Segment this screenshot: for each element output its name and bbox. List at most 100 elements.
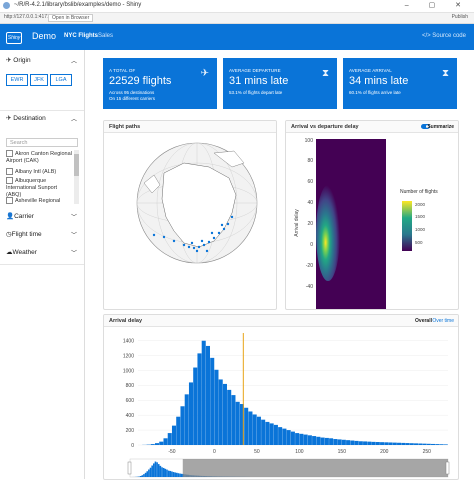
segment-overall[interactable]: Overall — [415, 318, 432, 324]
code-icon: </> — [422, 33, 432, 39]
plane-icon: ✈ — [201, 68, 209, 79]
y-tick-label: 1200 — [123, 353, 134, 359]
y-tick-label: 600 — [126, 398, 135, 404]
range-selector-bar — [148, 469, 150, 477]
x-tick-label: 150 — [338, 449, 347, 455]
histogram-bar — [236, 402, 240, 445]
publish-button[interactable]: Publish — [452, 14, 468, 20]
navbar: Shiny Demo NYC Flights Sales </> Source … — [0, 24, 474, 50]
range-selector-bar — [171, 471, 173, 477]
page-title: Demo — [32, 31, 56, 41]
histogram-bar — [227, 390, 231, 445]
range-selector-bar — [163, 468, 165, 477]
accordion-carrier[interactable]: 👤Carrier ﹀ — [0, 210, 84, 229]
chevron-up-icon[interactable]: ︿ — [71, 56, 77, 65]
accordion-weather-header[interactable]: ☁Weather — [6, 248, 37, 256]
histogram-bar — [427, 444, 431, 445]
y-tick-label: 40 — [307, 200, 313, 206]
tab-nyc-flights[interactable]: NYC Flights — [64, 33, 98, 39]
range-selector-bar — [160, 466, 162, 477]
source-code-link[interactable]: </> Source code — [422, 33, 466, 39]
y-tick-label: -40 — [306, 284, 313, 290]
legend-title: Number of flights — [400, 189, 438, 195]
origin-chip-jfk[interactable]: JFK — [30, 74, 48, 86]
histogram-bar — [355, 441, 359, 445]
destination-label: Destination — [13, 115, 46, 122]
range-handle-right[interactable] — [446, 462, 449, 474]
y-axis-label: Arrival delay — [294, 209, 300, 237]
range-selector-shade[interactable] — [183, 459, 448, 477]
range-selector[interactable] — [128, 459, 449, 477]
window-controls[interactable]: – ▢ ✕ — [405, 1, 470, 9]
accordion-flight-time-header[interactable]: ◷Flight time — [6, 230, 42, 238]
card-header: Arrival vs departure delay Summarize — [286, 121, 458, 133]
histogram-bar — [299, 434, 303, 445]
flight-time-label: Flight time — [12, 231, 42, 238]
checkbox[interactable] — [6, 150, 13, 157]
open-in-browser-button[interactable]: Open in Browser — [48, 14, 93, 22]
y-tick-label: 100 — [305, 138, 314, 144]
destination-search-input[interactable]: Search — [6, 138, 78, 147]
histogram-bar — [338, 439, 342, 445]
scroll-thumb[interactable] — [74, 154, 79, 176]
density-plot[interactable]: 100 80 60 40 20 0 -20 -40 Arrival delay … — [286, 133, 458, 310]
destination-option[interactable]: Albany Intl (ALB) — [6, 168, 72, 176]
checkbox[interactable] — [6, 177, 13, 184]
card-title: Arrival delay — [109, 318, 142, 324]
histogram-bar — [210, 358, 214, 445]
destination-scrollbar[interactable] — [74, 150, 79, 204]
card-delay-density: Arrival vs departure delay Summarize 100… — [285, 120, 459, 310]
accordion-carrier-header[interactable]: 👤Carrier — [6, 212, 34, 220]
tab-sales[interactable]: Sales — [98, 33, 113, 39]
value-box-subtitle: 53.1% of flights depart late — [229, 90, 282, 95]
accordion-flight-time[interactable]: ◷Flight time ﹀ — [0, 228, 84, 247]
chevron-up-icon[interactable]: ︿ — [71, 114, 77, 123]
destination-option[interactable]: Albuquerque International Sunport (ABQ) — [6, 177, 72, 199]
range-selector-bar — [165, 469, 167, 477]
range-selector-bar — [181, 474, 183, 477]
range-selector-bar — [146, 471, 148, 477]
weather-label: Weather — [13, 249, 37, 256]
accordion-origin-header[interactable]: ✈ Origin — [6, 56, 31, 64]
origin-chip-ewr[interactable]: EWR — [6, 74, 28, 86]
range-selector-bar — [176, 473, 178, 477]
range-selector-bar — [166, 470, 168, 477]
histogram-bar — [214, 370, 218, 445]
histogram-bar — [410, 443, 414, 445]
destination-option[interactable]: Akron Canton Regional Airport (CAK) — [6, 150, 72, 165]
range-selector-bar — [142, 475, 144, 477]
histogram-bar — [367, 442, 371, 445]
histogram-bar — [278, 427, 282, 445]
histogram-bar — [431, 444, 435, 445]
range-selector-bar — [174, 472, 176, 477]
origin-chip-lga[interactable]: LGA — [50, 74, 72, 86]
accordion-origin[interactable]: ✈ Origin ︿ EWR JFK LGA — [0, 56, 84, 111]
url-text: http://127.0.0.1:4171 — [4, 14, 50, 20]
card-header: Arrival delay Overall Over time — [104, 315, 458, 327]
globe-map[interactable] — [104, 133, 276, 310]
range-selector-bar — [145, 473, 147, 477]
value-box-label: A TOTAL OF — [109, 68, 135, 73]
shiny-logo[interactable]: Shiny — [6, 32, 22, 44]
chevron-down-icon[interactable]: ﹀ — [71, 212, 77, 221]
range-selector-bar — [179, 474, 181, 477]
destination-option[interactable]: Asheville Regional — [6, 197, 72, 204]
histogram-bar — [380, 442, 384, 445]
accordion-destination-header[interactable]: ✈ Destination — [6, 114, 46, 122]
checkbox[interactable] — [6, 168, 13, 175]
range-selector-bar — [156, 462, 158, 477]
value-box-label: AVERAGE DEPARTURE — [229, 68, 281, 73]
rstudio-icon — [3, 2, 10, 9]
chevron-down-icon[interactable]: ﹀ — [71, 248, 77, 257]
histogram-bar — [197, 353, 201, 445]
y-tick-label: 0 — [131, 443, 134, 449]
histogram-bar — [389, 442, 393, 445]
range-handle-left[interactable] — [128, 462, 131, 474]
segment-over-time[interactable]: Over time — [432, 318, 454, 324]
origin-label: Origin — [13, 57, 30, 64]
chevron-down-icon[interactable]: ﹀ — [71, 230, 77, 239]
accordion-weather[interactable]: ☁Weather ﹀ — [0, 246, 84, 265]
checkbox[interactable] — [6, 197, 13, 204]
histogram-bar — [172, 426, 176, 445]
